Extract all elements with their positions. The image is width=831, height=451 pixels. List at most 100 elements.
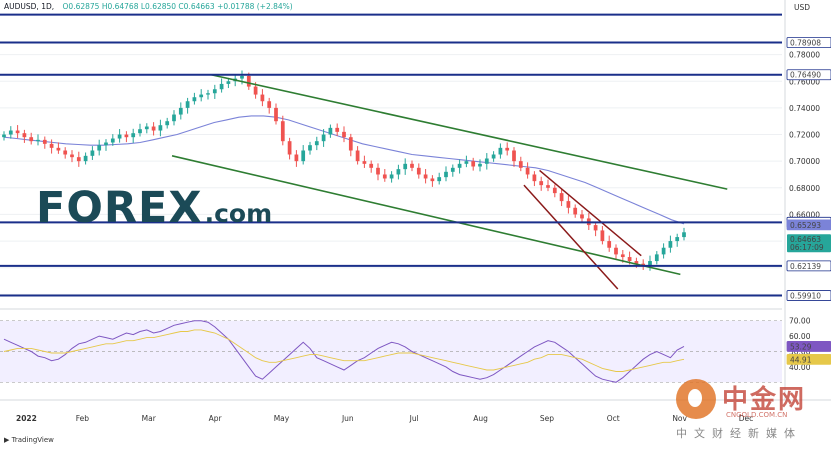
- time-tick-label: Feb: [76, 414, 90, 423]
- candle-body: [56, 147, 61, 151]
- candle-body: [104, 142, 108, 146]
- candle-body: [267, 101, 272, 108]
- candle-body: [206, 93, 210, 95]
- candle-body: [178, 107, 183, 115]
- candle-body: [573, 207, 578, 215]
- candle-body: [491, 154, 496, 159]
- candle-body: [185, 101, 190, 108]
- candle-body: [192, 97, 197, 102]
- rsi-ma-tag-text: 44.91: [790, 355, 812, 364]
- candle-body: [76, 157, 81, 162]
- candle-body: [219, 83, 224, 90]
- candle-body: [682, 232, 686, 238]
- candle-body: [301, 150, 306, 162]
- candle-body: [240, 75, 244, 79]
- rsi-tag-box: [786, 341, 831, 352]
- candle-body: [165, 121, 170, 126]
- symbol-label: AUDUSD, 1D,: [4, 2, 55, 11]
- sma-tag-text: 0.65293: [790, 221, 821, 230]
- rsi-line: [3, 320, 685, 383]
- level-tag-box: [786, 260, 831, 272]
- candle-body: [498, 147, 503, 155]
- rsi-tick-label: 60.00: [789, 332, 811, 341]
- forex-logo-main: FOREX: [36, 183, 203, 233]
- ohlc-readout: O0.62875 H0.64768 L0.62850 C0.64663 +0.0…: [62, 2, 293, 11]
- level-tag-text: 0.62139: [790, 262, 821, 271]
- time-tick-label: 2022: [16, 414, 37, 423]
- price-grid: [0, 54, 782, 295]
- price-tick-label: 0.72000: [789, 131, 820, 140]
- level-tag-text: 0.78908: [790, 39, 821, 48]
- candle-body: [314, 141, 319, 146]
- candle-body: [362, 161, 367, 164]
- level-tag-box: [786, 37, 831, 48]
- candle-body: [580, 214, 584, 219]
- level-tag-text: 0.76490: [790, 71, 821, 80]
- candle-body: [151, 126, 156, 131]
- candle-body: [518, 161, 523, 168]
- tradingview-logo: ▶ TradingView: [4, 436, 54, 444]
- candle-body: [70, 154, 74, 158]
- candle-body: [335, 127, 340, 132]
- time-tick-label: Nov: [672, 414, 687, 423]
- candle-body: [654, 254, 659, 262]
- candle-body: [546, 185, 550, 188]
- candle-body: [124, 134, 129, 138]
- candle-body: [430, 178, 435, 182]
- candle-body: [274, 107, 278, 122]
- candle-body: [131, 133, 136, 138]
- price-tick-label: 0.68000: [789, 184, 820, 193]
- level-tag-text: 0.59910: [790, 292, 821, 301]
- candle-body: [552, 187, 557, 194]
- candle-body: [478, 163, 482, 167]
- candle-body: [199, 94, 204, 98]
- candle-body: [444, 171, 448, 178]
- candle-body: [648, 261, 652, 266]
- price-tick-label: 0.74000: [789, 104, 820, 113]
- candle-body: [471, 161, 476, 167]
- candle-body: [22, 133, 27, 138]
- wedge-upper-line: [539, 169, 642, 257]
- price-tick-label: 0.66000: [789, 210, 820, 219]
- candle-body: [110, 138, 115, 143]
- candle-body: [8, 130, 13, 135]
- level-tag-box: [786, 69, 831, 81]
- forex-logo-dot-com: .com: [204, 199, 273, 228]
- candle-body: [369, 163, 374, 168]
- candle-body: [49, 143, 54, 148]
- channel-lower-line: [171, 155, 681, 276]
- candle-body: [512, 150, 516, 162]
- time-tick-label: May: [274, 414, 290, 423]
- price-tags: 0.789080.764900.654080.652930.6466306:17…: [786, 37, 831, 365]
- candle-body: [620, 254, 625, 258]
- forex-logo: FOREX.com: [36, 183, 272, 233]
- rsi-ma-line: [3, 329, 685, 372]
- watermark-tagline: 中文财经新媒体: [676, 427, 802, 440]
- candle-body: [559, 193, 564, 202]
- candle-body: [172, 114, 176, 122]
- candle-body: [661, 247, 666, 255]
- time-tick-label: Dec: [739, 414, 754, 423]
- trend-lines: [171, 73, 728, 290]
- candle-body: [627, 257, 632, 262]
- candle-body: [423, 174, 428, 179]
- candle-body: [396, 169, 401, 175]
- candle-body: [97, 145, 102, 151]
- rsi-lines: [3, 320, 685, 383]
- candle-body: [253, 86, 258, 95]
- candle-body: [260, 94, 265, 102]
- candle-body: [641, 263, 646, 266]
- channel-upper-line: [210, 73, 728, 190]
- candle-body: [212, 89, 217, 94]
- candle-body: [158, 125, 163, 131]
- candle-body: [607, 241, 612, 248]
- candle-body: [90, 150, 95, 156]
- candle-body: [600, 230, 605, 242]
- candle-body: [382, 174, 387, 179]
- watermark-site: CNGOLD.COM.CN: [726, 411, 788, 419]
- candle-body: [539, 181, 544, 186]
- candle-body: [403, 163, 408, 170]
- price-tick-label: 0.76000: [789, 77, 820, 86]
- candle-body: [376, 167, 380, 175]
